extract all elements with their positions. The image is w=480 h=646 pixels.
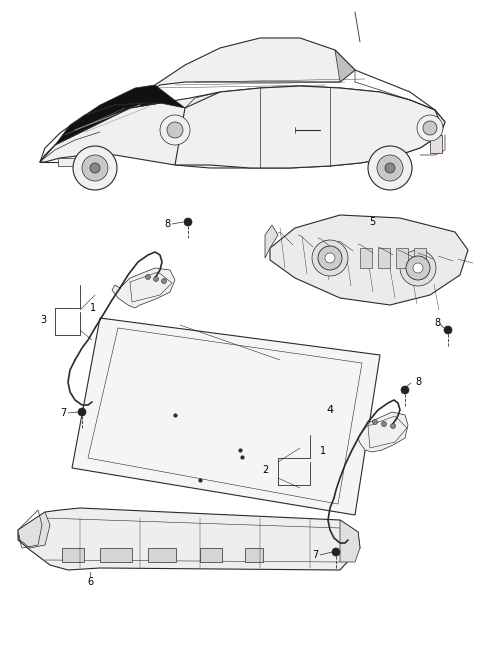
Text: 1: 1 (320, 446, 326, 456)
Circle shape (318, 246, 342, 270)
Polygon shape (130, 38, 355, 108)
Circle shape (382, 421, 386, 426)
Text: 3: 3 (40, 315, 46, 325)
Polygon shape (18, 512, 50, 548)
Text: 2: 2 (262, 465, 268, 475)
Circle shape (423, 121, 437, 135)
Circle shape (377, 155, 403, 181)
Polygon shape (18, 508, 360, 570)
Polygon shape (112, 268, 175, 308)
Polygon shape (175, 86, 445, 168)
Circle shape (444, 326, 452, 334)
FancyBboxPatch shape (396, 248, 408, 268)
Circle shape (78, 408, 86, 416)
Polygon shape (40, 86, 445, 168)
FancyBboxPatch shape (62, 548, 84, 562)
Text: 1: 1 (90, 303, 96, 313)
FancyBboxPatch shape (148, 548, 176, 562)
FancyBboxPatch shape (100, 548, 132, 562)
Polygon shape (270, 215, 468, 305)
Text: 8: 8 (164, 219, 170, 229)
Circle shape (154, 276, 158, 282)
Text: 8: 8 (434, 318, 440, 328)
Circle shape (406, 256, 430, 280)
Circle shape (90, 163, 100, 173)
FancyBboxPatch shape (200, 548, 222, 562)
Polygon shape (335, 50, 355, 82)
Circle shape (385, 163, 395, 173)
Circle shape (413, 263, 423, 273)
Circle shape (368, 146, 412, 190)
Text: 5: 5 (369, 217, 375, 227)
FancyBboxPatch shape (360, 248, 372, 268)
Polygon shape (72, 318, 380, 515)
Circle shape (417, 115, 443, 141)
Text: 8: 8 (415, 377, 421, 387)
Circle shape (184, 218, 192, 226)
Circle shape (401, 386, 409, 394)
Circle shape (73, 146, 117, 190)
Polygon shape (358, 412, 408, 452)
FancyBboxPatch shape (414, 248, 426, 268)
FancyBboxPatch shape (58, 158, 88, 166)
Circle shape (145, 275, 151, 280)
Text: 6: 6 (87, 577, 93, 587)
Circle shape (372, 419, 377, 424)
Text: 7: 7 (60, 408, 66, 418)
Polygon shape (55, 85, 185, 145)
Circle shape (400, 250, 436, 286)
Polygon shape (265, 225, 278, 258)
Text: 4: 4 (326, 405, 334, 415)
Polygon shape (340, 520, 360, 562)
Circle shape (161, 278, 167, 284)
Circle shape (312, 240, 348, 276)
Circle shape (82, 155, 108, 181)
Circle shape (325, 253, 335, 263)
Circle shape (332, 548, 340, 556)
FancyBboxPatch shape (430, 135, 442, 153)
FancyBboxPatch shape (378, 248, 390, 268)
Circle shape (167, 122, 183, 138)
FancyBboxPatch shape (245, 548, 263, 562)
Text: 7: 7 (312, 550, 318, 560)
Circle shape (391, 424, 396, 428)
Circle shape (160, 115, 190, 145)
